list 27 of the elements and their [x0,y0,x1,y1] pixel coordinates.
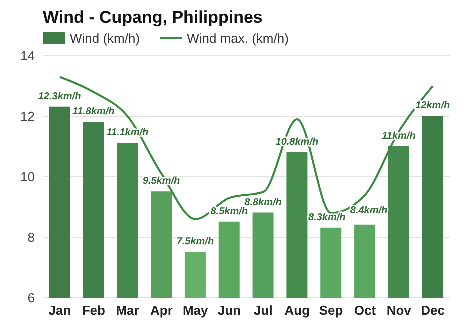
y-tick-label: 8 [28,230,35,246]
y-tick-label: 14 [20,48,35,64]
x-tick-label: Jun [218,303,242,318]
x-tick-label: Oct [354,303,377,318]
y-tick-label: 12 [20,109,35,124]
data-label: 8.3km/h [308,212,346,224]
x-tick-label: Feb [82,303,106,318]
chart-title: Wind - Cupang, Philippines [43,8,264,28]
legend-label: Wind (km/h) [70,30,140,46]
x-tick-label: Jan [48,303,72,318]
x-tick-label: Apr [150,303,173,318]
data-label: 8.4km/h [350,205,388,216]
y-tick-label: 10 [20,170,35,185]
data-label: 11.8km/h [72,106,115,118]
data-label: 7.5km/h [176,236,214,248]
legend-label: Wind max. (km/h) [187,30,289,46]
x-tick-label: Nov [386,303,412,318]
x-tick-label: Sep [319,303,344,318]
x-tick-label: Aug [284,303,310,318]
data-label: 8.8km/h [244,197,282,208]
x-tick-label: May [182,303,210,318]
x-tick-label: Mar [116,303,140,318]
x-tick-label: Jul [254,303,273,318]
data-label: 8.5km/h [210,206,248,218]
x-tick-label: Dec [421,303,445,318]
y-tick-label: 6 [28,290,35,306]
data-label: 12.3km/h [38,91,82,102]
